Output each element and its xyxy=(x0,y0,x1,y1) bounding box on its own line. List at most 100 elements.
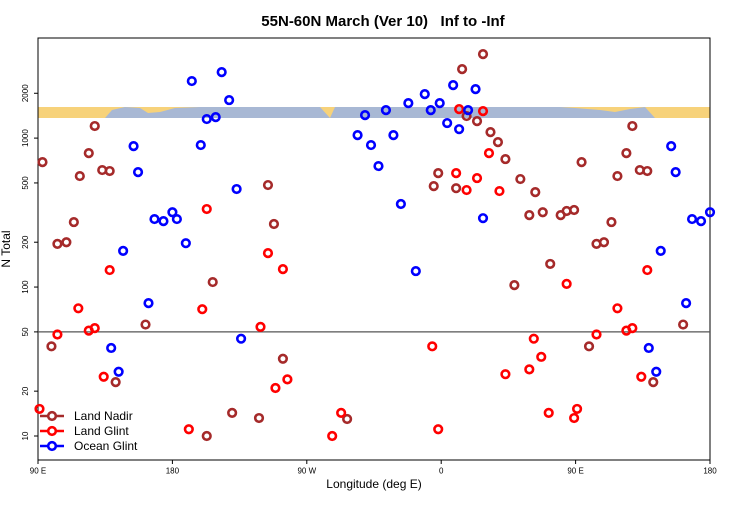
data-point xyxy=(419,89,430,100)
data-point xyxy=(73,303,84,314)
data-point xyxy=(591,329,602,340)
data-point xyxy=(515,173,526,185)
data-point xyxy=(216,67,227,78)
plot-frame xyxy=(37,37,711,461)
data-point xyxy=(612,170,623,182)
data-point xyxy=(282,374,293,385)
data-point xyxy=(74,170,85,182)
data-point xyxy=(643,342,654,354)
data-point xyxy=(380,104,392,116)
data-point xyxy=(462,104,474,116)
data-point xyxy=(106,342,117,354)
data-point xyxy=(277,263,289,275)
data-point xyxy=(636,371,647,382)
data-point xyxy=(352,130,363,141)
data-point xyxy=(201,113,212,125)
y-tick-label: 2000 xyxy=(21,84,30,102)
data-point xyxy=(104,264,115,276)
data-point xyxy=(569,412,580,424)
data-point xyxy=(224,94,235,106)
y-tick-label: 200 xyxy=(21,235,30,249)
data-point xyxy=(167,207,178,218)
data-point xyxy=(477,213,489,224)
legend-label: Land Nadir xyxy=(74,409,133,423)
data-point xyxy=(457,64,468,75)
data-point xyxy=(149,213,160,225)
data-point xyxy=(433,168,444,179)
y-axis-label: N Total xyxy=(0,230,13,267)
data-point xyxy=(207,276,218,288)
data-point xyxy=(180,238,191,249)
data-point xyxy=(500,153,511,165)
data-point xyxy=(524,210,535,221)
data-point xyxy=(270,382,281,394)
data-point xyxy=(113,366,124,377)
data-point xyxy=(576,157,587,168)
data-point xyxy=(327,430,338,442)
data-point xyxy=(648,377,659,388)
data-point xyxy=(571,403,583,415)
y-tick-label: 1000 xyxy=(21,129,30,147)
data-point xyxy=(37,157,48,168)
data-point xyxy=(681,298,692,309)
data-point xyxy=(454,103,465,115)
data-point xyxy=(118,245,129,256)
data-point xyxy=(128,141,139,152)
data-point xyxy=(336,407,347,418)
data-point xyxy=(524,364,535,375)
data-point xyxy=(434,98,445,109)
data-point xyxy=(255,321,266,333)
data-point xyxy=(509,280,520,291)
data-point xyxy=(583,341,595,352)
data-point xyxy=(442,117,453,129)
data-point xyxy=(686,213,698,225)
data-point xyxy=(186,75,197,87)
data-point xyxy=(471,172,483,184)
data-point xyxy=(104,165,115,177)
legend-label: Ocean Glint xyxy=(74,439,138,453)
data-point xyxy=(612,303,623,314)
x-tick-label: 90 W xyxy=(297,467,316,476)
legend-marker xyxy=(46,440,58,452)
data-point xyxy=(598,237,610,248)
data-point xyxy=(536,351,547,362)
data-point xyxy=(528,333,539,344)
chart-title: 55N-60N March (Ver 10) Inf to -Inf xyxy=(261,13,505,30)
data-point xyxy=(561,278,572,289)
data-point xyxy=(195,139,206,151)
data-point xyxy=(483,148,495,159)
data-point xyxy=(89,120,100,132)
y-tick-label: 100 xyxy=(21,280,30,294)
data-point xyxy=(545,258,556,270)
data-point xyxy=(410,265,421,277)
data-point xyxy=(678,319,689,330)
data-point xyxy=(52,329,63,340)
data-point xyxy=(530,187,541,198)
data-point xyxy=(433,424,444,435)
data-point xyxy=(606,216,617,228)
data-point xyxy=(494,185,505,197)
data-point xyxy=(642,264,653,276)
data-point xyxy=(201,430,212,442)
data-point xyxy=(485,127,496,138)
data-point xyxy=(359,110,371,121)
y-tick-label: 10 xyxy=(21,431,30,440)
x-tick-label: 90 E xyxy=(567,467,583,476)
data-point xyxy=(34,403,45,415)
data-point xyxy=(621,148,632,159)
data-point xyxy=(210,112,221,123)
data-point xyxy=(140,319,151,330)
data-point xyxy=(143,298,154,309)
x-axis-label: Longitude (deg E) xyxy=(326,477,421,491)
legend-marker xyxy=(46,410,58,422)
x-tick-label: 180 xyxy=(166,467,180,476)
data-point xyxy=(543,407,554,418)
data-point xyxy=(235,333,247,344)
x-tick-label: 90 E xyxy=(30,467,46,476)
data-point xyxy=(627,323,638,334)
data-point xyxy=(425,104,436,116)
data-point xyxy=(388,130,399,141)
data-point xyxy=(52,238,63,249)
data-point xyxy=(201,203,212,215)
